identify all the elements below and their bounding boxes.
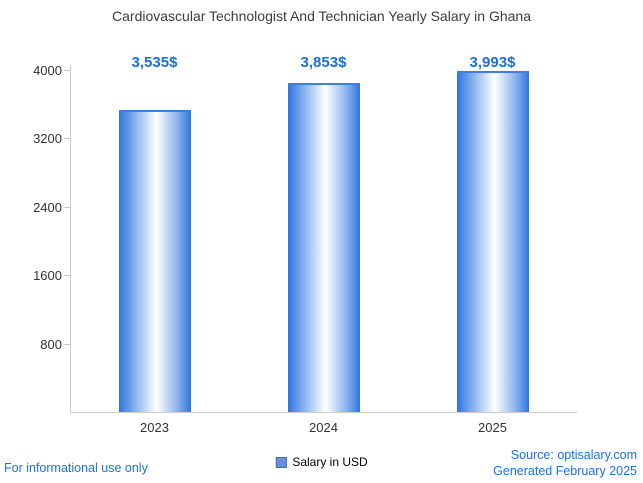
generated-date: Generated February 2025 <box>493 464 637 478</box>
disclaimer-text: For informational use only <box>4 461 148 475</box>
bar-2023 <box>118 109 191 412</box>
y-axis-line <box>70 65 71 412</box>
legend: Salary in USD <box>275 455 368 469</box>
y-axis-tick <box>64 275 70 277</box>
x-axis-label: 2024 <box>309 420 338 435</box>
x-axis-label: 2025 <box>478 420 507 435</box>
source-link[interactable]: Source: optisalary.com <box>510 448 637 462</box>
y-axis-tick <box>64 343 70 345</box>
legend-label: Salary in USD <box>292 455 368 469</box>
y-axis-tick <box>64 206 70 208</box>
chart-title: Cardiovascular Technologist And Technici… <box>112 8 531 24</box>
bar-2025 <box>456 70 529 412</box>
y-axis-tick <box>64 70 70 71</box>
bar-value-label: 3,853$ <box>300 54 347 71</box>
y-axis-label: 2400 <box>33 199 62 215</box>
bar-value-label: 3,535$ <box>131 54 178 71</box>
x-axis-label: 2023 <box>140 420 169 435</box>
bar-value-label: 3,993$ <box>469 54 516 71</box>
y-axis-label: 1600 <box>33 268 62 284</box>
y-axis-label: 800 <box>40 336 62 352</box>
source-block: Source: optisalary.com Generated Februar… <box>493 447 637 479</box>
legend-swatch-icon <box>275 456 287 468</box>
y-axis-label: 3200 <box>33 131 62 147</box>
bar-2024 <box>287 82 360 412</box>
y-axis-tick <box>64 138 70 140</box>
y-axis-label: 4000 <box>33 63 62 78</box>
x-axis-line <box>70 412 577 413</box>
